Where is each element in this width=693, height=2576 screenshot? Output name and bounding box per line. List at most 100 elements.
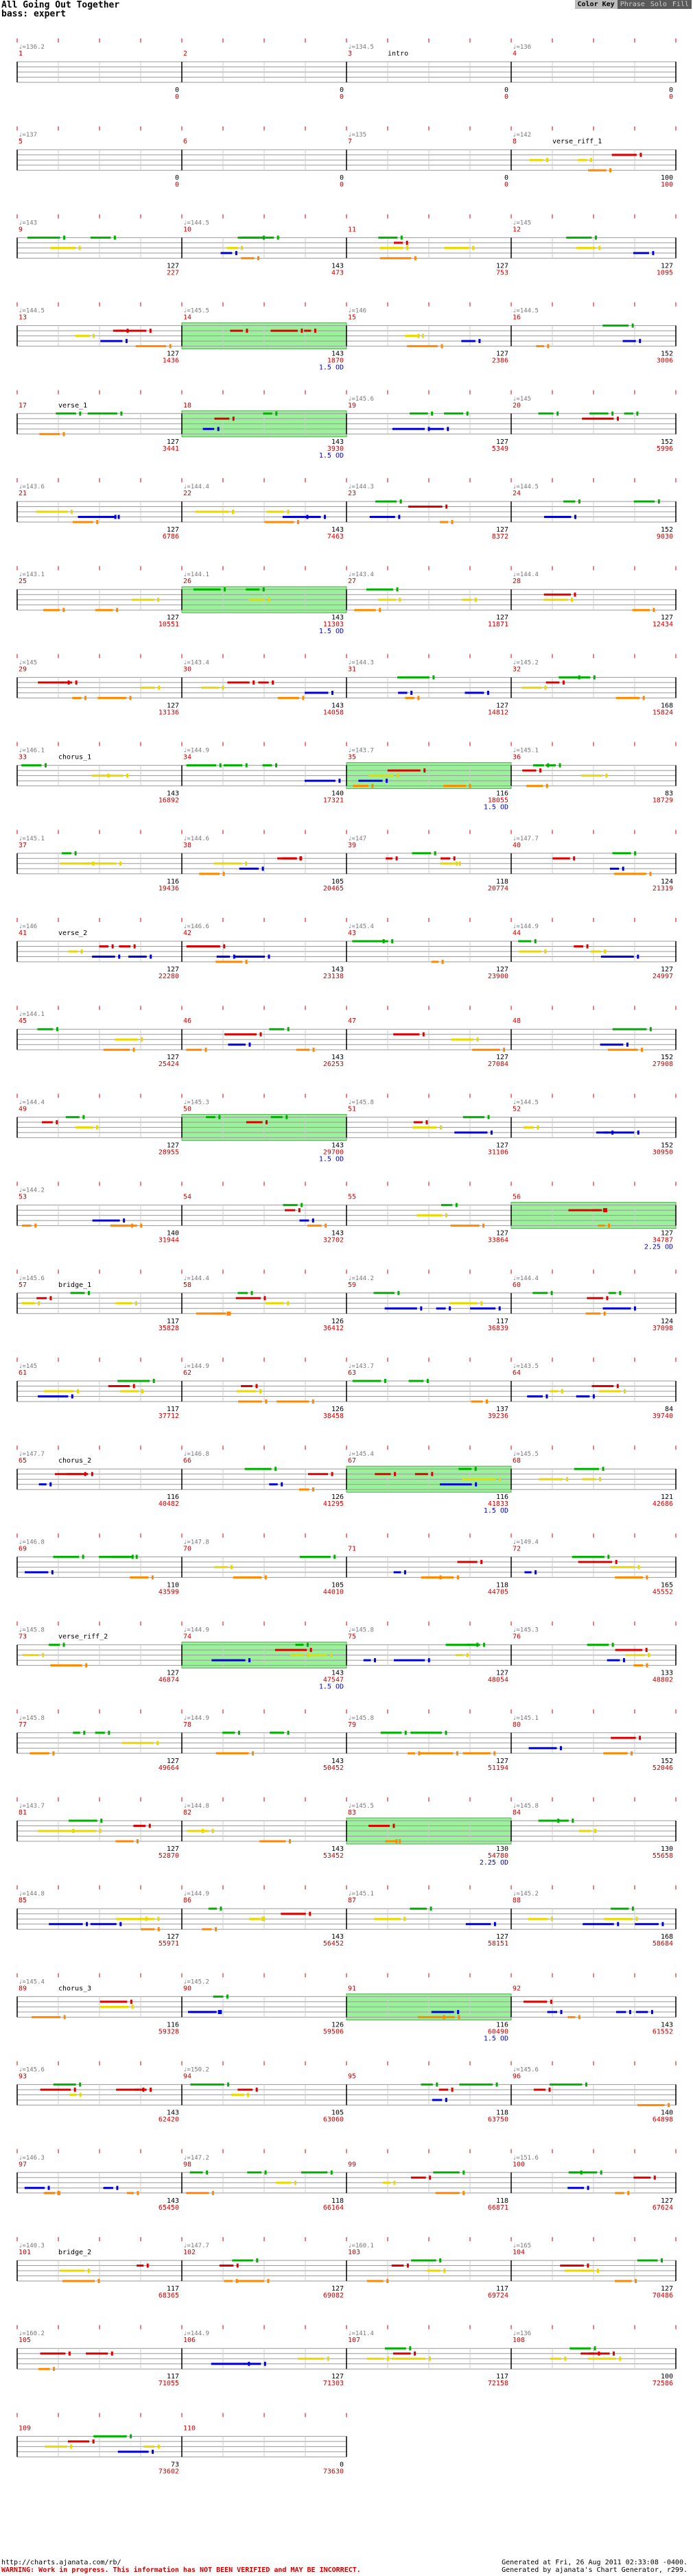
row-8-tempo: ♩=143.4	[183, 659, 209, 666]
row-16-measure-number: 64	[513, 1369, 521, 1377]
row-13-note-count: 152	[661, 1142, 673, 1149]
row-21-score: 52870	[158, 1852, 179, 1860]
row-23-tempo: ♩=145.4	[19, 1978, 45, 1985]
row-1-tempo: ♩=136.2	[19, 44, 45, 51]
row-28-score: 73630	[323, 2468, 344, 2475]
row-6-note-count: 127	[167, 526, 179, 534]
row-27-tempo: ♩=144.9	[183, 2330, 209, 2337]
row-23-sp-label: 1.5 OD	[484, 2035, 508, 2042]
row-3-score: 753	[496, 269, 508, 276]
row-5-measure-number: 19	[348, 402, 356, 410]
row-5-note-count: 127	[496, 438, 508, 446]
row-1-note-count: 0	[175, 86, 179, 94]
row-14-note-count: 127	[496, 1230, 508, 1238]
row-20-note-count: 143	[331, 1758, 344, 1765]
row-8-measure-number: 31	[348, 665, 356, 673]
row-24-note-count: 143	[167, 2110, 179, 2117]
row-19-measure-number: 73	[19, 1633, 27, 1641]
row-12-tempo: ♩=144.1	[19, 1011, 45, 1018]
row-12-score: 26253	[323, 1061, 344, 1068]
row-18-measure-number: 72	[513, 1545, 521, 1552]
row-21-measure-number: 81	[19, 1809, 27, 1817]
row-19-note-count: 127	[167, 1670, 179, 1677]
row-9-score: 18055	[488, 797, 508, 805]
row-3-measure-number: 12	[513, 226, 521, 233]
row-21-measure-number: 84	[513, 1809, 521, 1817]
row-22-score: 58151	[488, 1940, 508, 1948]
row-21-tempo: ♩=145.5	[348, 1803, 374, 1810]
row-26-measure-number: 101	[19, 2249, 31, 2256]
row-24-note-count: 105	[331, 2110, 344, 2117]
row-26-tempo: ♩=160.1	[348, 2243, 374, 2249]
row-15-tempo: ♩=145.6	[19, 1275, 45, 1282]
row-1-score: 0	[340, 93, 344, 101]
row-13-note-count: 143	[331, 1142, 344, 1149]
row-20-score: 52046	[653, 1764, 673, 1772]
row-25-tempo: ♩=147.2	[183, 2155, 209, 2162]
row-22-note-count: 127	[496, 1933, 508, 1941]
row-10-score: 20774	[488, 885, 508, 893]
footer-generator: Generated by ajanata's Chart Generator, …	[502, 2566, 688, 2574]
row-24-measure-number: 95	[348, 2073, 356, 2081]
song-title: All Going Out Together	[1, 0, 120, 10]
color-key-label: Color Key	[574, 0, 618, 9]
row-15-score: 36839	[488, 1325, 508, 1332]
row-26-measure-number: 104	[513, 2249, 525, 2256]
row-9-score: 17321	[323, 797, 344, 805]
row-10-score: 20465	[323, 885, 344, 893]
row-25-measure-number: 100	[513, 2161, 525, 2169]
row-12-note-count: 127	[496, 1054, 508, 1061]
row-23-score: 59328	[158, 2028, 179, 2035]
row-7-tempo: ♩=143.4	[348, 571, 374, 578]
row-4-note-count: 127	[496, 351, 508, 358]
row-9-tempo: ♩=143.7	[348, 748, 374, 755]
row-13-note-count: 127	[496, 1142, 508, 1149]
row-9-score: 16892	[158, 797, 179, 805]
row-4-measure-number: 13	[19, 314, 27, 322]
row-10-tempo: ♩=144.6	[183, 836, 209, 842]
row-19-score: 47547	[323, 1677, 344, 1684]
row-24-tempo: ♩=150.2	[183, 2067, 209, 2074]
row-9-note-count: 143	[167, 790, 179, 798]
row-25-note-count: 143	[167, 2197, 179, 2205]
row-18-note-count: 105	[331, 1581, 344, 1589]
row-8-measure-number: 30	[183, 665, 191, 673]
row-19-score: 48802	[653, 1677, 673, 1684]
row-19-section-label: verse_riff_2	[58, 1633, 108, 1641]
row-18-score: 43599	[158, 1588, 179, 1596]
row-4-note-count: 152	[661, 351, 673, 358]
row-26-note-count: 117	[496, 2285, 508, 2293]
row-27-score: 71303	[323, 2380, 344, 2387]
row-16-tempo: ♩=143.7	[348, 1363, 374, 1370]
row-25-score: 66871	[488, 2204, 508, 2212]
row-11-note-count: 127	[661, 966, 673, 973]
color-key-phrase: Phrase	[617, 0, 648, 9]
row-14-tempo: ♩=144.2	[19, 1187, 45, 1194]
row-17-tempo: ♩=147.7	[19, 1451, 45, 1458]
row-17-score: 41295	[323, 1500, 344, 1508]
row-3-measure-number: 9	[19, 226, 23, 233]
row-27-tempo: ♩=141.4	[348, 2330, 374, 2337]
row-20-measure-number: 78	[183, 1721, 191, 1729]
row-20-note-count: 127	[496, 1758, 508, 1765]
row-4-score: 3006	[657, 357, 673, 365]
row-22-tempo: ♩=145.1	[348, 1891, 374, 1898]
row-11-note-count: 143	[331, 966, 344, 973]
row-14-measure-number: 54	[183, 1194, 191, 1201]
row-5-tempo: ♩=145.6	[348, 396, 374, 403]
row-9-tempo: ♩=144.9	[183, 748, 209, 755]
row-1-section-label: intro	[388, 50, 408, 58]
row-6-measure-number: 22	[183, 490, 191, 497]
row-10-measure-number: 37	[19, 842, 27, 849]
footer-url[interactable]: http://charts.ajanata.com/rb/	[1, 2559, 121, 2566]
row-2-tempo: ♩=137	[19, 132, 37, 139]
row-26-measure-number: 103	[348, 2249, 360, 2256]
row-8-note-count: 127	[167, 702, 179, 709]
row-2-note-count: 100	[661, 174, 673, 182]
row-2-measure-number: 6	[183, 138, 187, 145]
row-19-tempo: ♩=145.3	[513, 1627, 539, 1634]
row-11-tempo: ♩=145.4	[348, 923, 374, 930]
row-23-measure-number: 92	[513, 1985, 521, 1992]
row-1-score: 0	[669, 93, 673, 101]
